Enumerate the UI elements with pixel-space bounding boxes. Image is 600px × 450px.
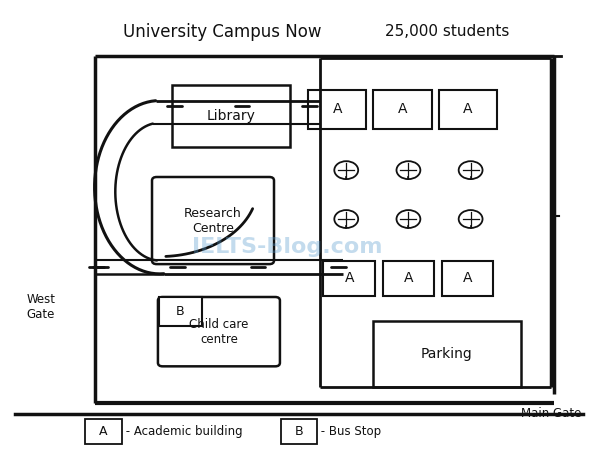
FancyBboxPatch shape (152, 177, 274, 264)
Text: Main Gate: Main Gate (521, 407, 581, 420)
Text: Research
Centre: Research Centre (184, 207, 242, 234)
Text: 25,000 students: 25,000 students (385, 24, 509, 39)
Text: Library: Library (206, 109, 255, 123)
FancyBboxPatch shape (281, 419, 317, 444)
Text: West
Gate: West Gate (26, 293, 55, 321)
Text: IELTS-Blog.com: IELTS-Blog.com (192, 237, 382, 257)
FancyBboxPatch shape (323, 261, 375, 296)
FancyBboxPatch shape (373, 90, 431, 129)
Text: Parking: Parking (421, 347, 473, 361)
FancyBboxPatch shape (172, 85, 290, 147)
FancyBboxPatch shape (158, 297, 280, 366)
Text: A: A (344, 271, 354, 285)
Text: A: A (463, 103, 472, 117)
Text: A: A (404, 271, 413, 285)
FancyBboxPatch shape (439, 90, 497, 129)
Text: Child care
centre: Child care centre (189, 318, 248, 346)
Text: B: B (176, 305, 185, 318)
FancyBboxPatch shape (159, 297, 202, 326)
Text: University Campus Now: University Campus Now (122, 22, 321, 40)
Text: - Academic building: - Academic building (122, 425, 242, 438)
Text: A: A (398, 103, 407, 117)
Text: A: A (332, 103, 342, 117)
FancyBboxPatch shape (308, 90, 367, 129)
FancyBboxPatch shape (373, 320, 521, 387)
Text: A: A (463, 271, 472, 285)
FancyBboxPatch shape (442, 261, 493, 296)
FancyBboxPatch shape (383, 261, 434, 296)
FancyBboxPatch shape (85, 419, 122, 444)
Text: B: B (295, 425, 303, 438)
Text: - Bus Stop: - Bus Stop (317, 425, 381, 438)
Text: A: A (99, 425, 108, 438)
